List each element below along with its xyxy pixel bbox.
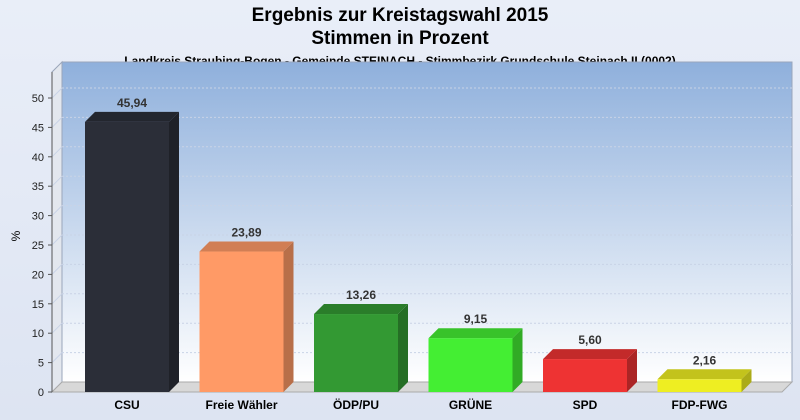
bar-front (657, 379, 742, 392)
data-label: 9,15 (464, 312, 488, 326)
y-tick-label: 20 (32, 269, 44, 281)
x-tick-label: SPD (573, 398, 598, 412)
bar-freie-w-hler (199, 241, 294, 392)
y-tick-label: 15 (32, 299, 44, 311)
bar--dp-pu (314, 304, 408, 392)
bar-side (512, 328, 523, 392)
bar-top (199, 241, 294, 252)
y-tick-label: 40 (32, 152, 44, 164)
bar-front (314, 314, 398, 392)
x-tick-label: ÖDP/PU (333, 397, 379, 412)
gridline-side (51, 352, 63, 363)
gridline-side (51, 322, 63, 334)
x-tick-label: Freie Wähler (205, 398, 277, 412)
x-tick-label: CSU (114, 398, 139, 412)
gridline-side (51, 264, 63, 275)
y-tick-label: 45 (32, 122, 44, 134)
bar-spd (543, 349, 637, 392)
gridline-side (51, 87, 63, 99)
bar-side (627, 349, 637, 392)
y-axis-label: % (9, 230, 23, 241)
data-label: 23,89 (231, 226, 261, 240)
y-tick-label: 25 (32, 240, 44, 252)
data-label: 2,16 (693, 353, 717, 367)
bar-top (428, 328, 523, 339)
gridline-side (51, 117, 63, 128)
bar-side (169, 111, 179, 392)
y-tick-label: 0 (38, 387, 44, 399)
bar-side (741, 369, 752, 392)
gridline-side (51, 146, 63, 158)
data-label: 13,26 (346, 288, 376, 302)
y-tick-label: 10 (32, 328, 44, 340)
y-tick-label: 5 (38, 358, 44, 370)
data-label: 45,94 (117, 96, 147, 110)
gridline-side (51, 175, 63, 187)
x-tick-label: FDP-FWG (672, 398, 728, 412)
y-tick-label: 30 (32, 211, 44, 223)
bar-fdp-fwg (657, 369, 752, 392)
bar-front (543, 359, 627, 392)
bar-top (314, 304, 408, 315)
bar-side (283, 241, 294, 392)
bar-front (199, 251, 284, 392)
bar-gr-ne (428, 328, 523, 392)
bar-side (398, 304, 408, 392)
bar-top (85, 111, 179, 122)
plot-side-wall (51, 60, 63, 394)
gridline-side (51, 205, 63, 216)
bar-top (657, 369, 752, 380)
chart-title: Ergebnis zur Kreistagswahl 2015 (251, 5, 549, 26)
x-tick-label: GRÜNE (449, 397, 492, 412)
y-tick-label: 50 (32, 93, 44, 105)
bar-front (85, 121, 169, 392)
gridline-side (51, 293, 63, 305)
chart-title-line2: Stimmen in Prozent (311, 28, 489, 49)
bar-top (543, 349, 637, 360)
y-tick-label: 35 (32, 181, 44, 193)
gridline-side (51, 234, 63, 246)
data-label: 5,60 (578, 333, 602, 347)
bar-front (428, 338, 513, 392)
bar-csu (85, 111, 179, 392)
